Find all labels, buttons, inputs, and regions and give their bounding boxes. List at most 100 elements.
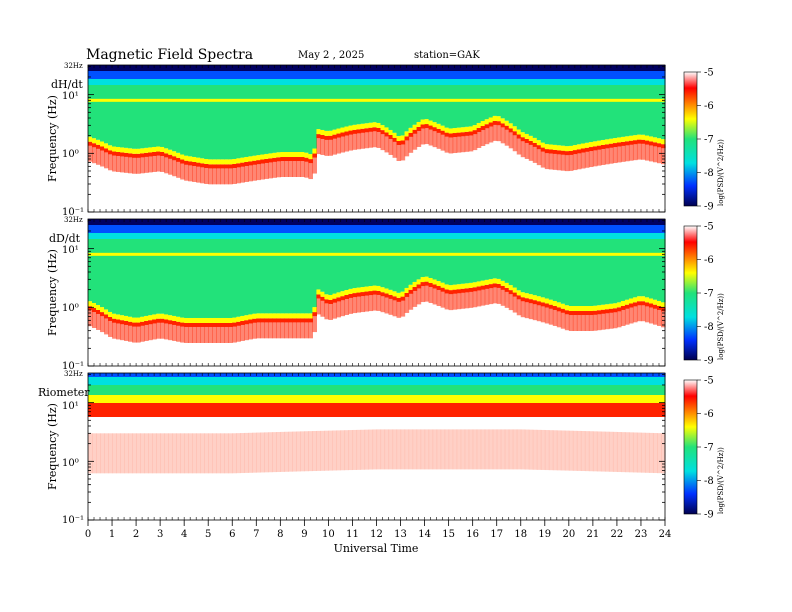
spectrum-column [472,219,478,308]
xlabel: Universal Time [334,542,419,555]
spectrum-column [88,219,93,327]
colorbar-tick-label: -6 [704,101,714,112]
spectrum-column [364,219,370,312]
spectrum-column [164,65,169,174]
spectrum-column [612,219,618,329]
colorbar-tick-label: -7 [704,443,714,454]
xtick-label: 12 [370,529,383,540]
spectrum-column [452,373,458,470]
spectrum-column [140,219,145,342]
figure-title: Magnetic Field Spectra [86,47,253,63]
spectrum-column [416,373,422,470]
spectrum-column [428,219,434,304]
spectrum-column [188,65,193,182]
spectrum-column [568,65,574,171]
xtick-label: 15 [442,529,455,540]
spectrum-column [572,65,578,171]
spectrum-column [348,219,354,314]
spectrum-column [564,65,570,172]
spectrum-column [588,219,594,332]
spectrum-column [520,65,526,158]
spectrum-column [644,219,650,323]
spectrum-column [488,219,494,305]
spectrum-column [640,219,646,322]
xtick-label: 20 [562,529,575,540]
spectrum-column [328,65,334,156]
ytick-label: 32Hz [64,370,83,378]
spectrum-column [504,65,510,146]
spectrum-column [464,219,470,309]
colorbar-riometer: -5 -6 -7 -8 -9 log(PSD/(V^2/Hz)) [683,376,725,521]
spectrum-column [424,373,430,470]
spectrum-column [656,219,662,326]
panel-dhdt: dH/dt 32Hz 10¹ 10⁰ 10⁻¹ Frequency (Hz) [46,62,666,218]
spectrum-column [312,219,317,333]
spectrum-column [520,373,526,470]
spectrum-column [132,65,137,174]
spectrum-column [196,219,201,343]
xtick-label: 0 [85,529,91,540]
ytick-label: 10⁰ [62,458,79,469]
spectrum-column [388,65,394,155]
spectrum-column [212,65,217,185]
spectrum-column [492,65,498,141]
spectrum-column [500,65,506,144]
spectrum-column [328,219,334,320]
spectrum-column [552,65,558,170]
spectrum-column [436,373,442,470]
spectrum-column [160,373,165,474]
spectrum-column [360,65,366,149]
spectrum-column [172,219,177,341]
spectrum-column [252,65,257,181]
xtick-label: 8 [277,529,283,540]
colorbar-tick-label: -5 [704,222,714,233]
spectrum-column [560,65,566,171]
spectrum-column [180,373,185,474]
spectrum-column [432,373,438,470]
spectrum-column [616,219,622,328]
spectrum-column [544,65,550,170]
spectrum-column [600,219,606,330]
spectrum-column [388,219,394,315]
spectrum-column [500,219,506,306]
spectrum-column [540,219,546,323]
panel-label: dD/dt [49,232,81,245]
narrowband-line [88,252,665,256]
spectrum-column [568,373,574,471]
colorbar-tick-label: -6 [704,255,714,266]
spectrum-column [236,65,241,184]
spectrum-column [172,65,177,177]
ytick-marks [87,65,666,213]
spectrum-column [288,219,293,339]
spectrum-column [656,65,662,164]
spectrum-column [396,219,402,318]
spectrum-column [244,373,249,473]
spectrum-column [636,219,642,322]
spectrum-column [364,373,370,470]
xtick-label: 11 [346,529,359,540]
spectrum-column [260,65,265,180]
spectrum-column [560,219,566,329]
colorbar-label: log(PSD/(V^2/Hz)) [717,293,725,360]
spectrum-column [564,219,570,331]
xtick-label: 9 [301,529,307,540]
spectrum-column [408,219,414,310]
spectrum-column [356,65,362,150]
spectrum-column [468,373,474,470]
spectrum-column [344,65,350,152]
spectrum-column [412,65,418,150]
spectrum-column [304,65,309,178]
spectrum-column [496,373,502,470]
spectrum-column [404,219,410,313]
spectrum-column [564,373,570,471]
spectrum-column [384,373,390,470]
spectrum-column [252,219,257,339]
spectrum-column [556,65,562,171]
spectrum-column [416,219,422,305]
spectrum-column [448,219,454,311]
xtick-label: 13 [394,529,407,540]
spectrum-column [352,219,358,314]
spectrum-column [312,65,317,174]
spectrum-column [536,65,542,166]
spectrum-column [96,373,101,474]
